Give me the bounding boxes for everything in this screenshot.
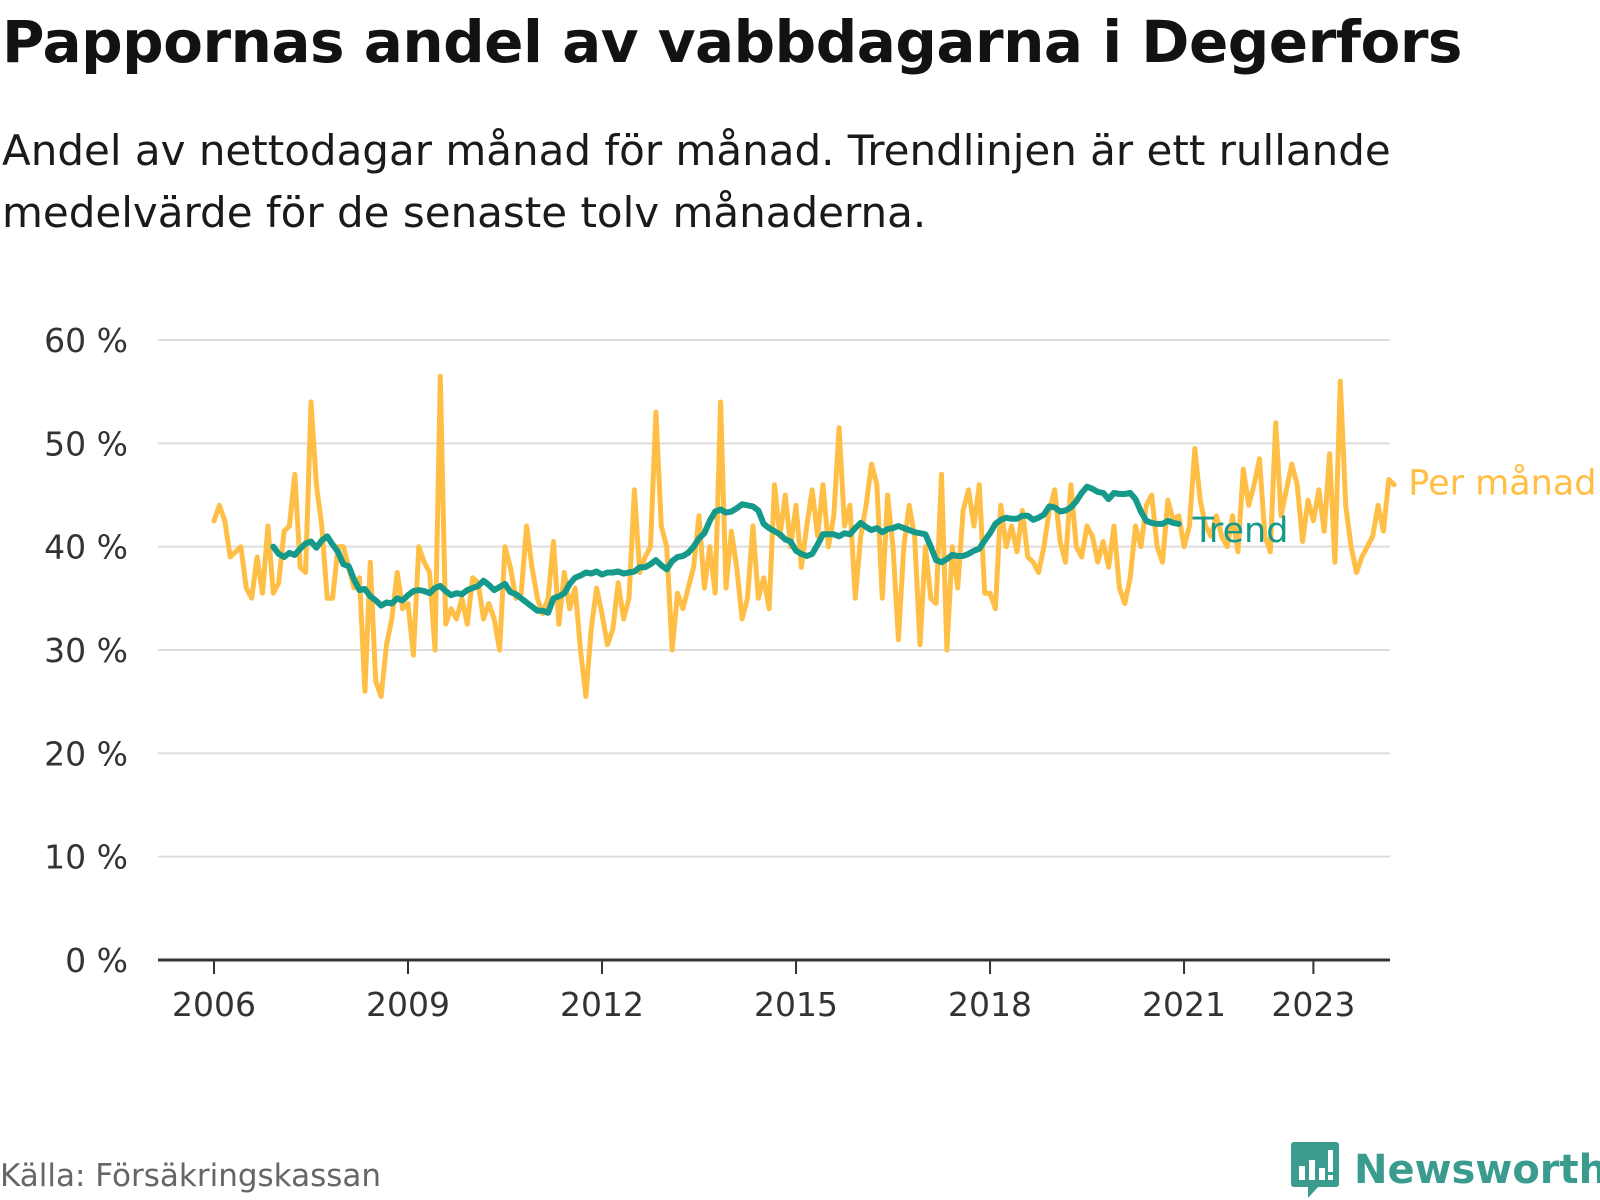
y-axis-labels: 0 % 10 % 20 % 30 % 40 % 50 % 60 % xyxy=(44,321,128,980)
chart-title: Pappornas andel av vabbdagarna i Degerfo… xyxy=(2,8,1462,76)
x-tick-label: 2012 xyxy=(560,985,644,1024)
x-tick-label: 2018 xyxy=(948,985,1032,1024)
chart-subtitle: Andel av nettodagar månad för månad. Tre… xyxy=(2,126,1391,237)
brand-name: Newsworthy xyxy=(1354,1147,1600,1193)
y-tick-label: 40 % xyxy=(44,528,128,567)
source-note: Källa: Försäkringskassan xyxy=(0,1158,382,1194)
series-line-monthly xyxy=(211,373,1397,699)
y-tick-label: 10 % xyxy=(44,838,128,877)
series-lines xyxy=(211,373,1397,699)
x-tick-label: 2023 xyxy=(1271,985,1355,1024)
gridlines xyxy=(158,339,1390,858)
y-tick-label: 0 % xyxy=(65,941,128,980)
series-labels: Per månad Trend xyxy=(1192,463,1597,551)
line-chart: 0 % 10 % 20 % 30 % 40 % 50 % 60 % 2006 2009 2012… xyxy=(44,321,1597,1024)
bar-chart-bubble-icon xyxy=(1291,1142,1339,1198)
x-axis: 2006 2009 2012 2015 2018 2021 2023 xyxy=(158,958,1390,1024)
y-tick-label: 20 % xyxy=(44,734,128,773)
x-tick-label: 2006 xyxy=(172,985,256,1024)
x-tick-label: 2021 xyxy=(1142,985,1226,1024)
y-tick-label: 30 % xyxy=(44,631,128,670)
y-tick-label: 50 % xyxy=(44,424,128,463)
y-tick-label: 60 % xyxy=(44,321,128,360)
series-label-monthly: Per månad xyxy=(1408,463,1596,504)
series-line-trend xyxy=(270,483,1182,616)
x-tick-label: 2009 xyxy=(366,985,450,1024)
x-tick-label: 2015 xyxy=(754,985,838,1024)
brand-logo[interactable]: Newsworthy xyxy=(1290,1140,1600,1200)
series-label-trend: Trend xyxy=(1192,511,1289,551)
